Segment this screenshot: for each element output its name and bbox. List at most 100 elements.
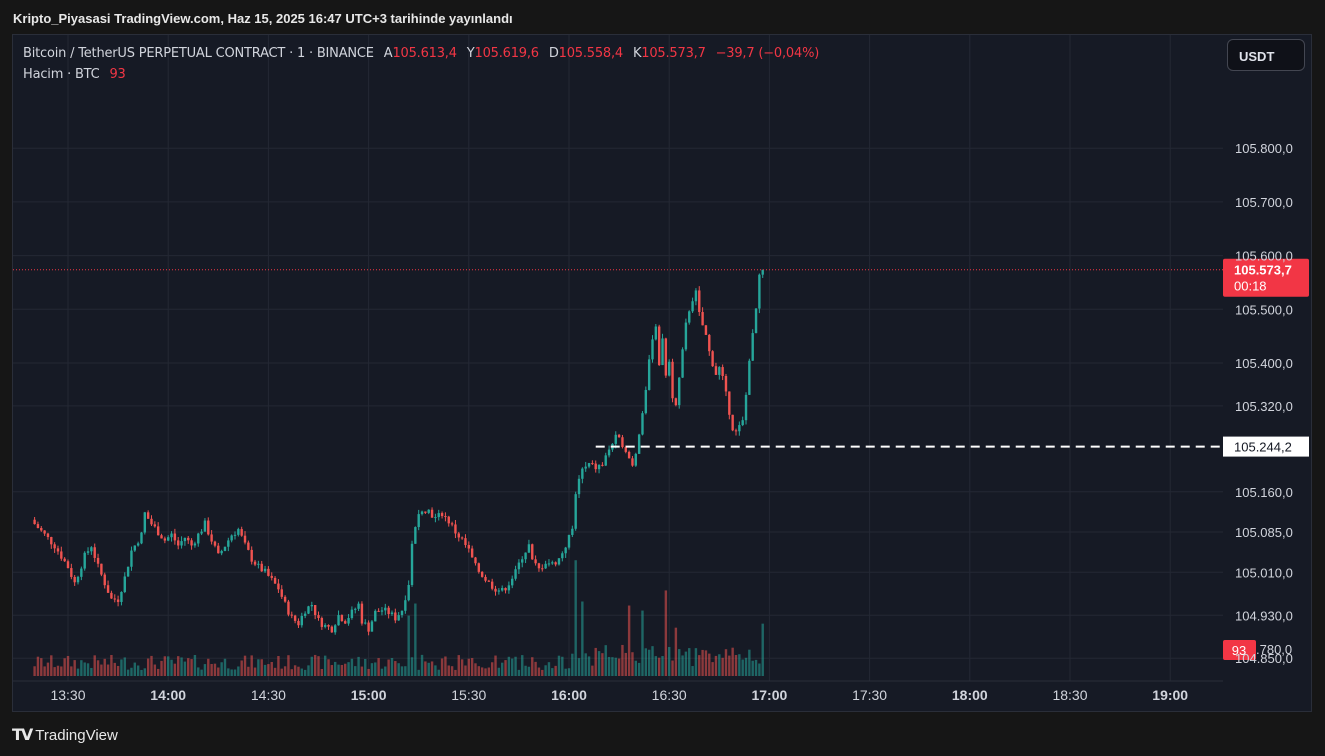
volume-bar [664, 590, 668, 676]
volume-bar [80, 660, 83, 676]
candle-body [604, 455, 607, 466]
candle-body [53, 544, 56, 549]
volume-bar [394, 661, 397, 676]
volume-bar [457, 655, 460, 676]
candle-body [394, 612, 397, 621]
volume-bar [567, 668, 571, 676]
volume-bar [738, 654, 741, 676]
candle-body [364, 622, 367, 624]
volume-bar [267, 664, 270, 676]
volume-bar [210, 663, 213, 676]
candle-body [457, 533, 460, 538]
candle-body [761, 269, 764, 275]
volume-bar [614, 657, 617, 676]
volume-bar [367, 668, 370, 676]
candle-body [734, 430, 738, 432]
legend-volume: Hacim · BTC 93 [23, 67, 126, 82]
footer-brand: TradingView [35, 726, 118, 744]
candle-body [250, 549, 253, 562]
volume-bar [197, 667, 200, 676]
candle-body [497, 590, 501, 592]
volume-bar [698, 655, 701, 676]
volume-bar [688, 648, 691, 676]
volume-bar [470, 658, 474, 676]
level-label: 105.244,2 [1234, 440, 1292, 455]
legend-close-label: K [632, 46, 642, 61]
price-tick-label: 105.320,0 [1235, 399, 1293, 414]
volume-bar [313, 654, 317, 676]
volume-bar [561, 656, 564, 676]
volume-bar [177, 656, 180, 676]
candle-body [607, 449, 611, 456]
volume-bar [527, 666, 531, 676]
chart-panel[interactable]: 105.573,7 00:18 105.244,2 93 105.800,0 105.7… [12, 34, 1312, 712]
volume-bar [213, 663, 217, 676]
currency-button[interactable]: USDT [1227, 39, 1305, 71]
candle-body [531, 544, 534, 560]
volume-bar [167, 656, 170, 676]
candle-body [320, 618, 324, 627]
volume-bar [263, 664, 267, 676]
candle-body [470, 548, 474, 558]
volume-bar [601, 653, 604, 676]
candle-body [594, 463, 597, 470]
legend-volume-label[interactable]: Hacim · BTC [23, 67, 100, 82]
volume-bar [604, 645, 607, 676]
volume-bar [534, 661, 537, 676]
volume-bar [287, 655, 290, 676]
volume-bar [464, 665, 467, 676]
volume-bar [153, 664, 157, 676]
candle-body [374, 610, 377, 622]
candle-body [83, 552, 86, 569]
candle-body [728, 391, 731, 415]
candle-body [668, 361, 671, 376]
candle-body [303, 613, 307, 616]
volume-bar [283, 666, 287, 676]
candle-body [163, 538, 167, 541]
candle-body [634, 453, 637, 466]
candle-body [714, 366, 718, 375]
candle-body [651, 339, 654, 360]
volume-bar [607, 656, 611, 676]
volume-bar [60, 666, 63, 676]
candle-body [524, 552, 527, 560]
candle-body [758, 274, 761, 309]
candle-body [327, 625, 330, 627]
candle-body [263, 568, 267, 572]
volume-bar [187, 658, 190, 676]
candle-body [681, 349, 684, 378]
candle-body [480, 571, 484, 577]
volume-bar [484, 668, 487, 676]
volume-bar [183, 661, 187, 676]
volume-bar [474, 663, 477, 676]
candle-body [440, 513, 444, 517]
volume-bar [103, 658, 106, 676]
volume-bar [330, 665, 334, 676]
legend-symbol[interactable]: Bitcoin / TetherUS PERPETUAL CONTRACT · … [23, 46, 374, 61]
volume-bar [223, 658, 227, 676]
axes: 105.800,0 105.700,0 105.600,0 105.500,0 105.… [13, 141, 1293, 703]
candle-body [447, 516, 450, 524]
volume-bar [531, 657, 534, 676]
volume-bar [674, 627, 678, 676]
volume-bar [40, 658, 43, 676]
candle-body [474, 557, 477, 564]
volume-bar [334, 661, 337, 676]
candle-body [130, 550, 133, 567]
candle-body [43, 530, 46, 534]
candle-body [551, 562, 554, 564]
candle-body [260, 563, 263, 572]
volume-bar [203, 664, 207, 676]
candle-body [571, 528, 574, 535]
volume-bar [547, 662, 551, 676]
volume-bar [427, 662, 430, 676]
candle-body [691, 301, 694, 312]
volume-bar [728, 655, 731, 676]
candle-body [644, 389, 648, 414]
tradingview-logo[interactable]: 𝗧𝗩 TradingView [12, 725, 118, 745]
candle-body [86, 551, 90, 553]
candle-body [460, 537, 464, 539]
volume-bar [681, 655, 684, 676]
candle-body [36, 524, 40, 529]
